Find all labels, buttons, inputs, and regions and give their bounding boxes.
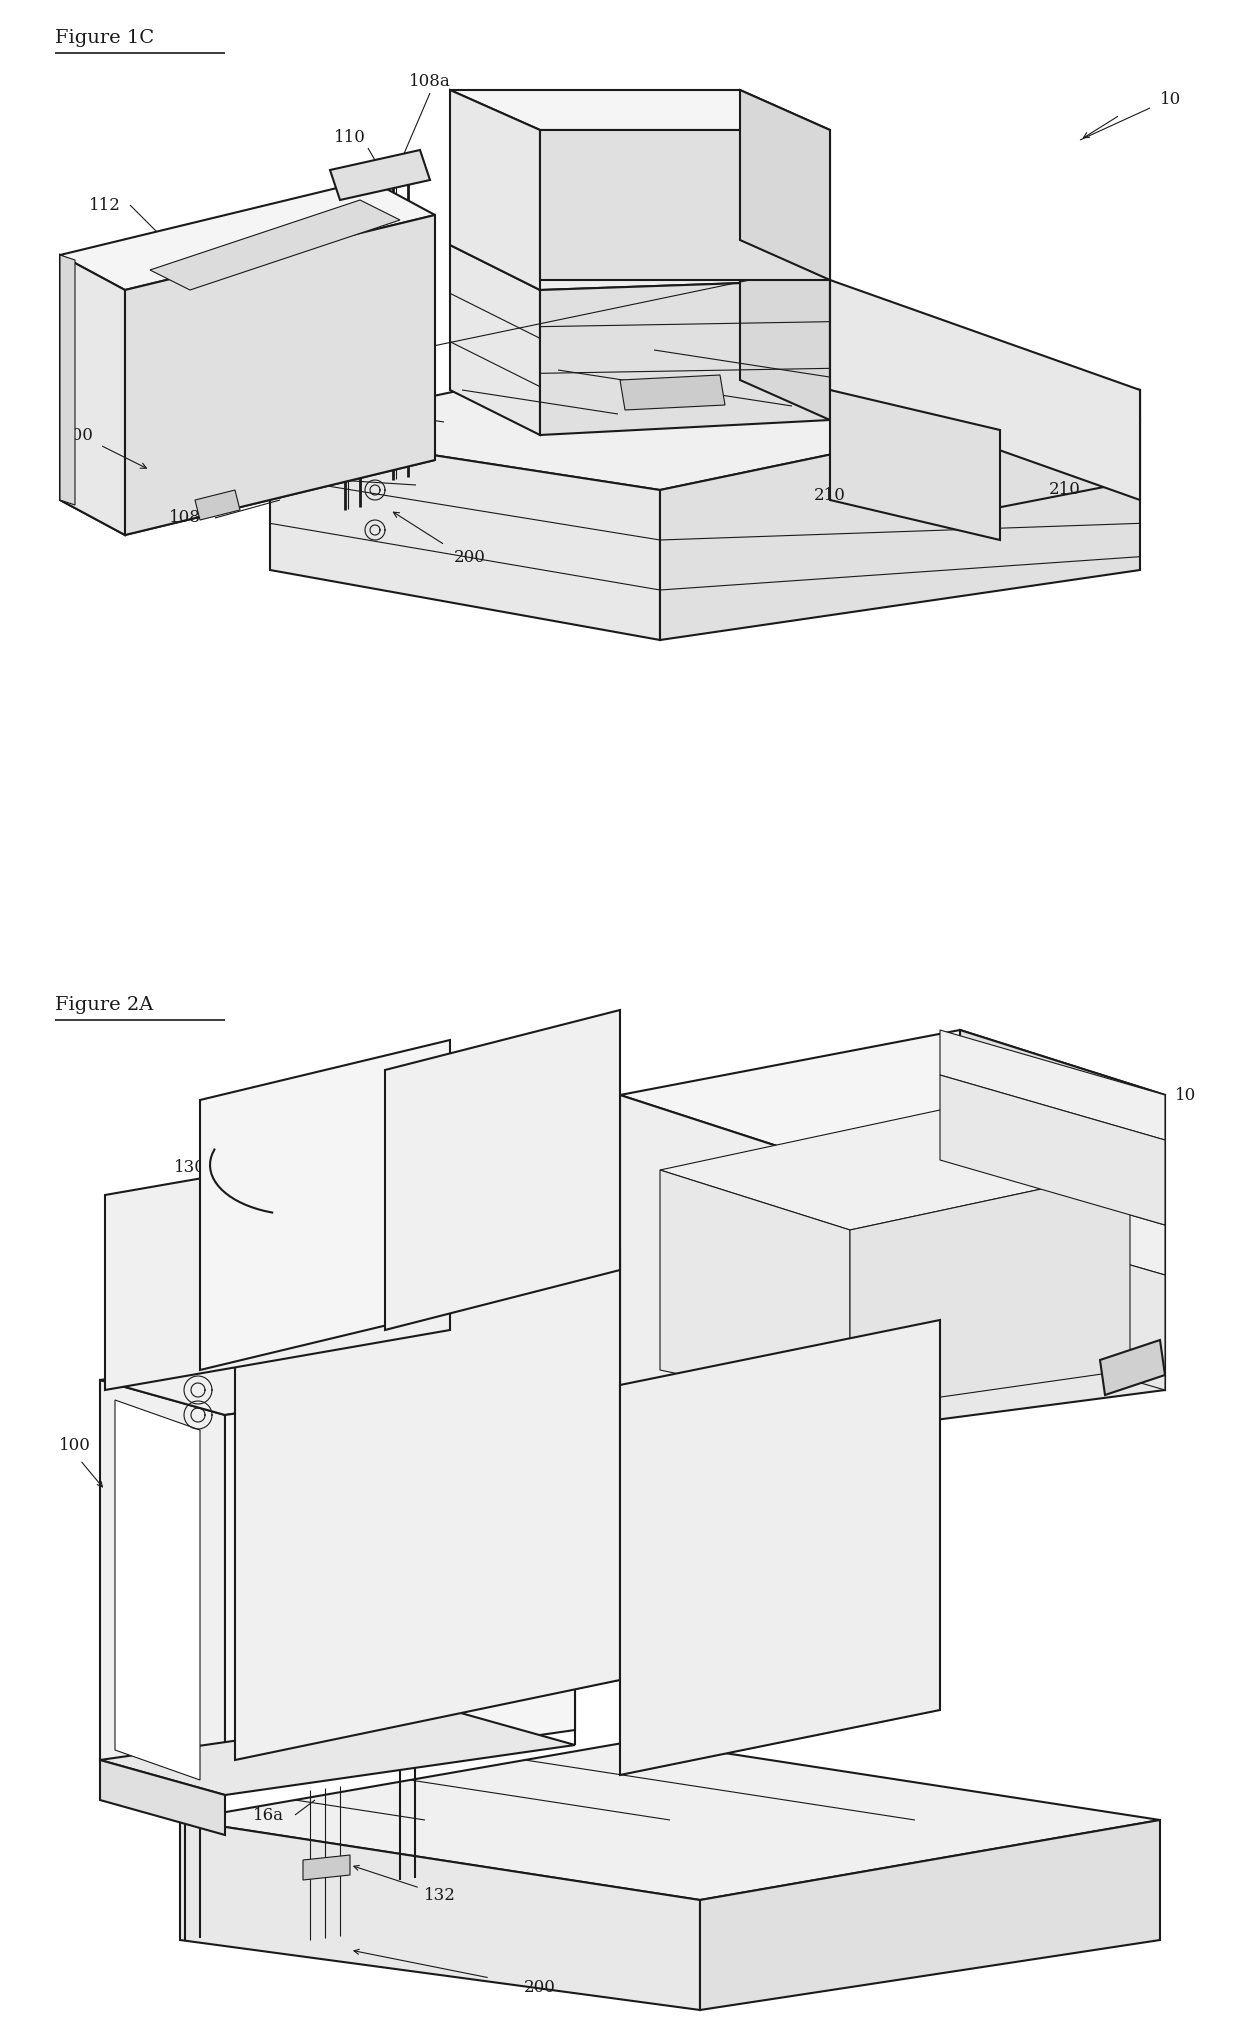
Polygon shape [105,1134,450,1390]
Polygon shape [60,256,125,536]
Text: 108a: 108a [409,73,451,91]
Polygon shape [384,1010,620,1329]
Polygon shape [180,1820,701,2011]
Polygon shape [960,355,1140,420]
Polygon shape [620,1321,940,1775]
Polygon shape [100,1710,575,1796]
Text: 16a: 16a [253,1806,284,1824]
Polygon shape [660,390,1140,639]
Polygon shape [250,379,270,440]
Polygon shape [740,89,830,280]
Polygon shape [620,1096,820,1435]
Polygon shape [60,256,74,505]
Polygon shape [224,1366,575,1779]
Polygon shape [100,1380,224,1796]
Polygon shape [330,150,430,201]
Polygon shape [960,386,1140,515]
Text: 100: 100 [62,426,94,444]
Polygon shape [303,1855,350,1881]
Polygon shape [940,1075,1166,1226]
Polygon shape [125,215,435,536]
Text: 200: 200 [525,1980,556,1997]
Polygon shape [620,1031,1166,1161]
Polygon shape [940,1031,1166,1140]
Polygon shape [195,489,241,519]
Polygon shape [100,1329,575,1414]
Text: 108: 108 [169,509,201,526]
Text: 200: 200 [454,550,486,566]
Polygon shape [660,1171,849,1410]
Text: 126: 126 [574,1110,606,1126]
Polygon shape [115,1400,200,1779]
Polygon shape [539,130,830,280]
Text: 10: 10 [1176,1086,1197,1104]
Polygon shape [450,246,539,434]
Polygon shape [660,1110,1130,1230]
Polygon shape [200,1041,450,1370]
Polygon shape [1100,1339,1166,1396]
Polygon shape [740,239,830,420]
Text: 210: 210 [1049,481,1081,499]
Text: 110: 110 [334,130,366,146]
Polygon shape [180,1741,1159,1899]
Polygon shape [270,379,340,450]
Text: 130: 130 [174,1159,206,1177]
Polygon shape [450,89,539,290]
Polygon shape [450,239,830,290]
Polygon shape [701,1820,1159,2011]
Text: 112: 112 [89,197,122,213]
Polygon shape [60,181,435,290]
Polygon shape [236,1250,620,1759]
Polygon shape [270,331,1140,489]
Text: 10: 10 [1159,91,1182,108]
Text: 210: 210 [815,487,846,503]
Polygon shape [820,1096,1166,1435]
Polygon shape [830,280,1140,499]
Polygon shape [150,201,401,290]
Polygon shape [960,1031,1166,1390]
Polygon shape [940,1209,1166,1390]
Text: 110: 110 [114,1331,146,1349]
Polygon shape [100,1759,224,1834]
Text: Figure 1C: Figure 1C [55,28,154,47]
Polygon shape [940,1161,1166,1274]
Polygon shape [539,280,830,434]
Polygon shape [620,375,725,410]
Text: 124: 124 [129,1422,161,1439]
Polygon shape [270,430,660,639]
Text: 122: 122 [149,1242,181,1258]
Text: 100: 100 [60,1437,91,1453]
Polygon shape [849,1171,1130,1410]
Polygon shape [830,390,999,540]
Text: 132: 132 [424,1887,456,1903]
Polygon shape [450,89,830,130]
Text: Figure 2A: Figure 2A [55,996,154,1014]
